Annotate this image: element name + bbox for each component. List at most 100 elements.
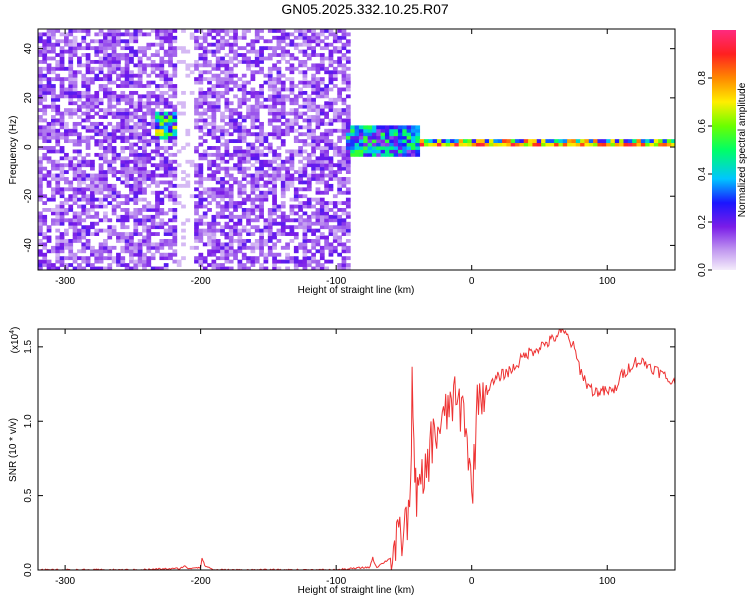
heatmap-cell [259,70,264,75]
heatmap-cell [345,115,351,119]
heatmap-cell [272,266,277,270]
heatmap-cell [85,208,91,212]
heatmap-cell [324,104,329,109]
heatmap-cell [237,190,243,195]
heatmap-cell [137,108,143,113]
heatmap-cell [250,121,256,126]
heatmap-cell [558,139,564,144]
heatmap-cell [202,221,208,226]
heatmap-cell [298,115,303,119]
heatmap-cell [185,49,191,54]
heatmap-cell [293,128,299,133]
heatmap-cell [90,94,95,99]
heatmap-cell [202,32,208,37]
heatmap-cell [124,214,130,219]
heatmap-cell [120,225,126,230]
heatmap-cell [254,108,260,113]
heatmap-cell [172,46,178,51]
heatmap-cell [237,183,243,188]
heatmap-cell [90,104,95,109]
heatmap-cell [237,249,243,254]
heatmap-cell [207,59,212,64]
heatmap-cell [129,232,134,236]
heatmap-cell [181,29,186,33]
heatmap-cell [163,80,169,85]
heatmap-cell [259,128,264,133]
y-tick-label: 0 [23,144,34,150]
heatmap-cell [328,53,334,57]
heatmap-cell [263,104,269,109]
heatmap-cell [146,73,152,78]
heatmap-cell [103,94,108,99]
heatmap-cell [142,125,147,130]
heatmap-cell [172,173,178,178]
heatmap-cell [289,80,295,85]
heatmap-cell [94,256,100,261]
heatmap-cell [402,139,408,144]
heatmap-cell [341,221,347,226]
heatmap-cell [280,173,286,178]
heatmap-cell [198,118,204,123]
heatmap-cell [46,49,52,54]
heatmap-cell [480,139,486,144]
heatmap-cell [272,166,277,171]
heatmap-cell [276,146,282,150]
heatmap-cell [68,183,74,188]
heatmap-cell [332,152,338,157]
heatmap-cell [116,108,121,113]
heatmap-cell [267,94,273,99]
heatmap-cell [267,84,273,88]
heatmap-cell [298,225,303,230]
heatmap-cell [228,266,234,270]
heatmap-cell [285,97,290,102]
heatmap-cell [176,201,182,205]
heatmap-cell [168,228,173,233]
heatmap-cell [259,201,264,205]
heatmap-cell [315,42,321,47]
heatmap-cell [133,101,139,106]
heatmap-cell [51,211,56,216]
heatmap-cell [133,225,139,230]
heatmap-cell [341,46,347,51]
heatmap-cell [159,29,165,33]
heatmap-cell [671,142,675,147]
heatmap-cell [328,173,334,178]
heatmap-cell [172,218,178,223]
heatmap-cell [77,256,82,261]
heatmap-cell [380,146,386,150]
heatmap-cell [233,121,238,126]
heatmap-cell [350,146,356,150]
heatmap-cell [146,239,152,243]
heatmap-cell [142,197,147,202]
heatmap-cell [172,197,178,202]
heatmap-cell [85,242,91,247]
heatmap-cell [98,42,104,47]
heatmap-cell [276,35,282,40]
heatmap-cell [580,142,585,147]
heatmap-cell [328,166,334,171]
heatmap-cell [263,197,269,202]
heatmap-cell [224,90,230,95]
heatmap-cell [345,77,351,82]
heatmap-cell [103,135,108,140]
heatmap-cell [341,228,347,233]
heatmap-cell [302,32,308,37]
heatmap-cell [194,163,199,168]
heatmap-cell [250,242,256,247]
heatmap-cell [276,173,282,178]
heatmap-cell [129,173,134,178]
heatmap-cell [315,115,321,119]
heatmap-cell [246,221,251,226]
heatmap-cell [81,180,87,185]
heatmap-cell [328,142,334,147]
heatmap-cell [55,111,61,116]
heatmap-cell [293,56,299,61]
heatmap-cell [124,108,130,113]
heatmap-cell [315,221,321,226]
heatmap-cell [280,94,286,99]
heatmap-cell [250,204,256,209]
heatmap-cell [98,173,104,178]
heatmap-cell [107,142,113,147]
heatmap-cell [38,94,43,99]
heatmap-cell [176,149,182,154]
